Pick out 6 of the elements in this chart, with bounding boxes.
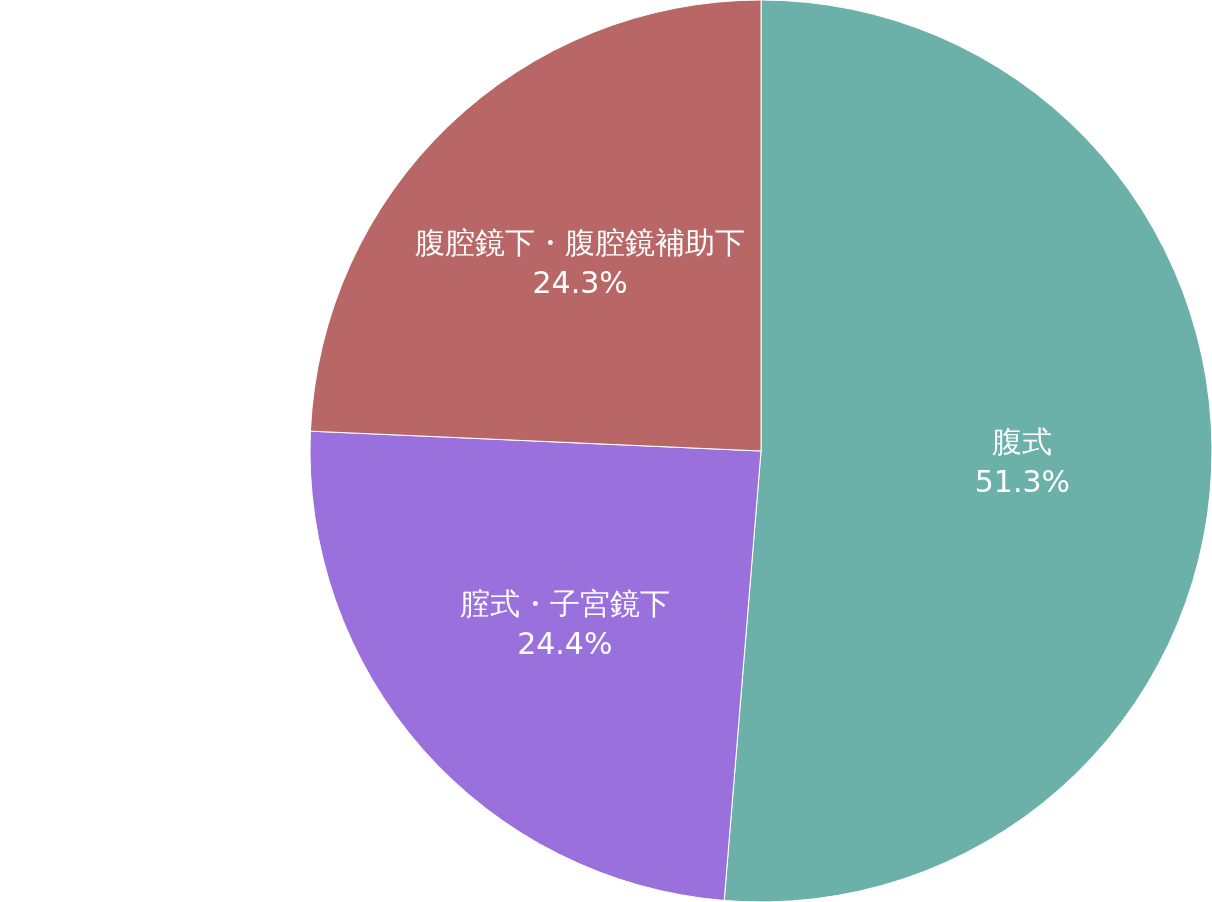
data-label: 51.3%: [974, 464, 1071, 500]
slice-label: 腟式・子宮鏡下: [459, 586, 670, 622]
slice-label: 腹式: [992, 424, 1053, 460]
data-label: 24.3%: [532, 264, 628, 300]
data-label: 24.4%: [517, 626, 613, 662]
slice-label: 腹腔鏡下・腹腔鏡補助下: [415, 224, 746, 260]
